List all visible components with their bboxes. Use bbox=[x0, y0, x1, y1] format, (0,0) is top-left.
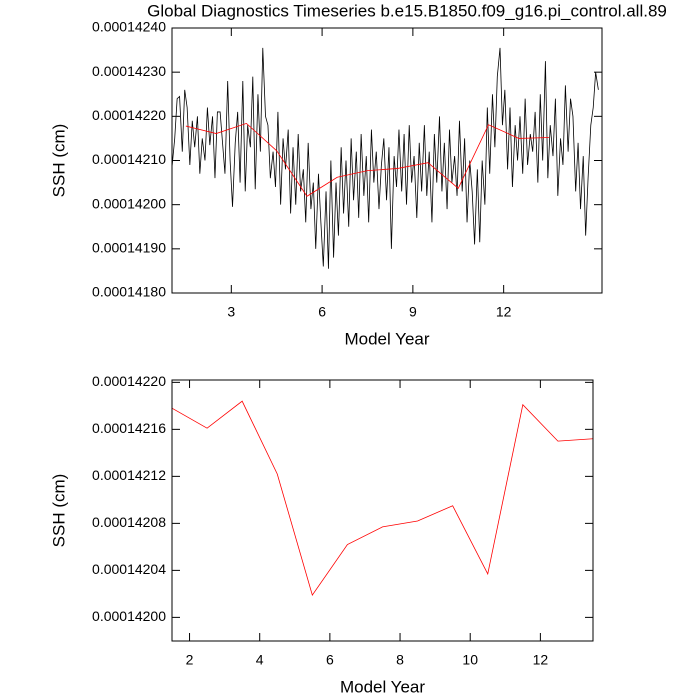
x-tick-label: 12 bbox=[533, 652, 549, 668]
y-tick-label: 0.00014190 bbox=[92, 240, 166, 256]
y-tick-label: 0.00014240 bbox=[92, 19, 166, 35]
x-tick-label: 4 bbox=[256, 652, 264, 668]
x-tick-label: 6 bbox=[326, 652, 334, 668]
x-axis-label: Model Year bbox=[344, 329, 429, 348]
y-axis-label: SSH (cm) bbox=[49, 474, 68, 548]
y-tick-label: 0.00014212 bbox=[92, 467, 166, 483]
x-axis-label: Model Year bbox=[340, 677, 425, 696]
plot-frame bbox=[171, 27, 603, 294]
x-tick-label: 8 bbox=[396, 652, 404, 668]
x-tick-label: 12 bbox=[496, 304, 512, 320]
y-axis-label: SSH (cm) bbox=[49, 124, 68, 198]
x-tick-label: 2 bbox=[186, 652, 194, 668]
y-tick-label: 0.00014230 bbox=[92, 63, 166, 79]
x-tick-label: 9 bbox=[409, 304, 417, 320]
chart-title: Global Diagnostics Timeseries b.e15.B185… bbox=[147, 1, 667, 20]
y-tick-label: 0.00014220 bbox=[92, 373, 166, 389]
y-tick-label: 0.00014208 bbox=[92, 514, 166, 530]
x-tick-label: 6 bbox=[318, 304, 326, 320]
x-tick-label: 3 bbox=[227, 304, 235, 320]
y-tick-label: 0.00014210 bbox=[92, 151, 166, 167]
y-tick-label: 0.00014220 bbox=[92, 107, 166, 123]
y-tick-label: 0.00014204 bbox=[92, 561, 166, 577]
y-tick-label: 0.00014200 bbox=[92, 195, 166, 211]
x-tick-label: 10 bbox=[462, 652, 478, 668]
plot-frame bbox=[171, 379, 594, 642]
y-tick-label: 0.00014216 bbox=[92, 420, 166, 436]
data-line bbox=[171, 400, 594, 596]
data-line bbox=[185, 122, 550, 197]
y-tick-label: 0.00014200 bbox=[92, 608, 166, 624]
y-tick-label: 0.00014180 bbox=[92, 284, 166, 300]
